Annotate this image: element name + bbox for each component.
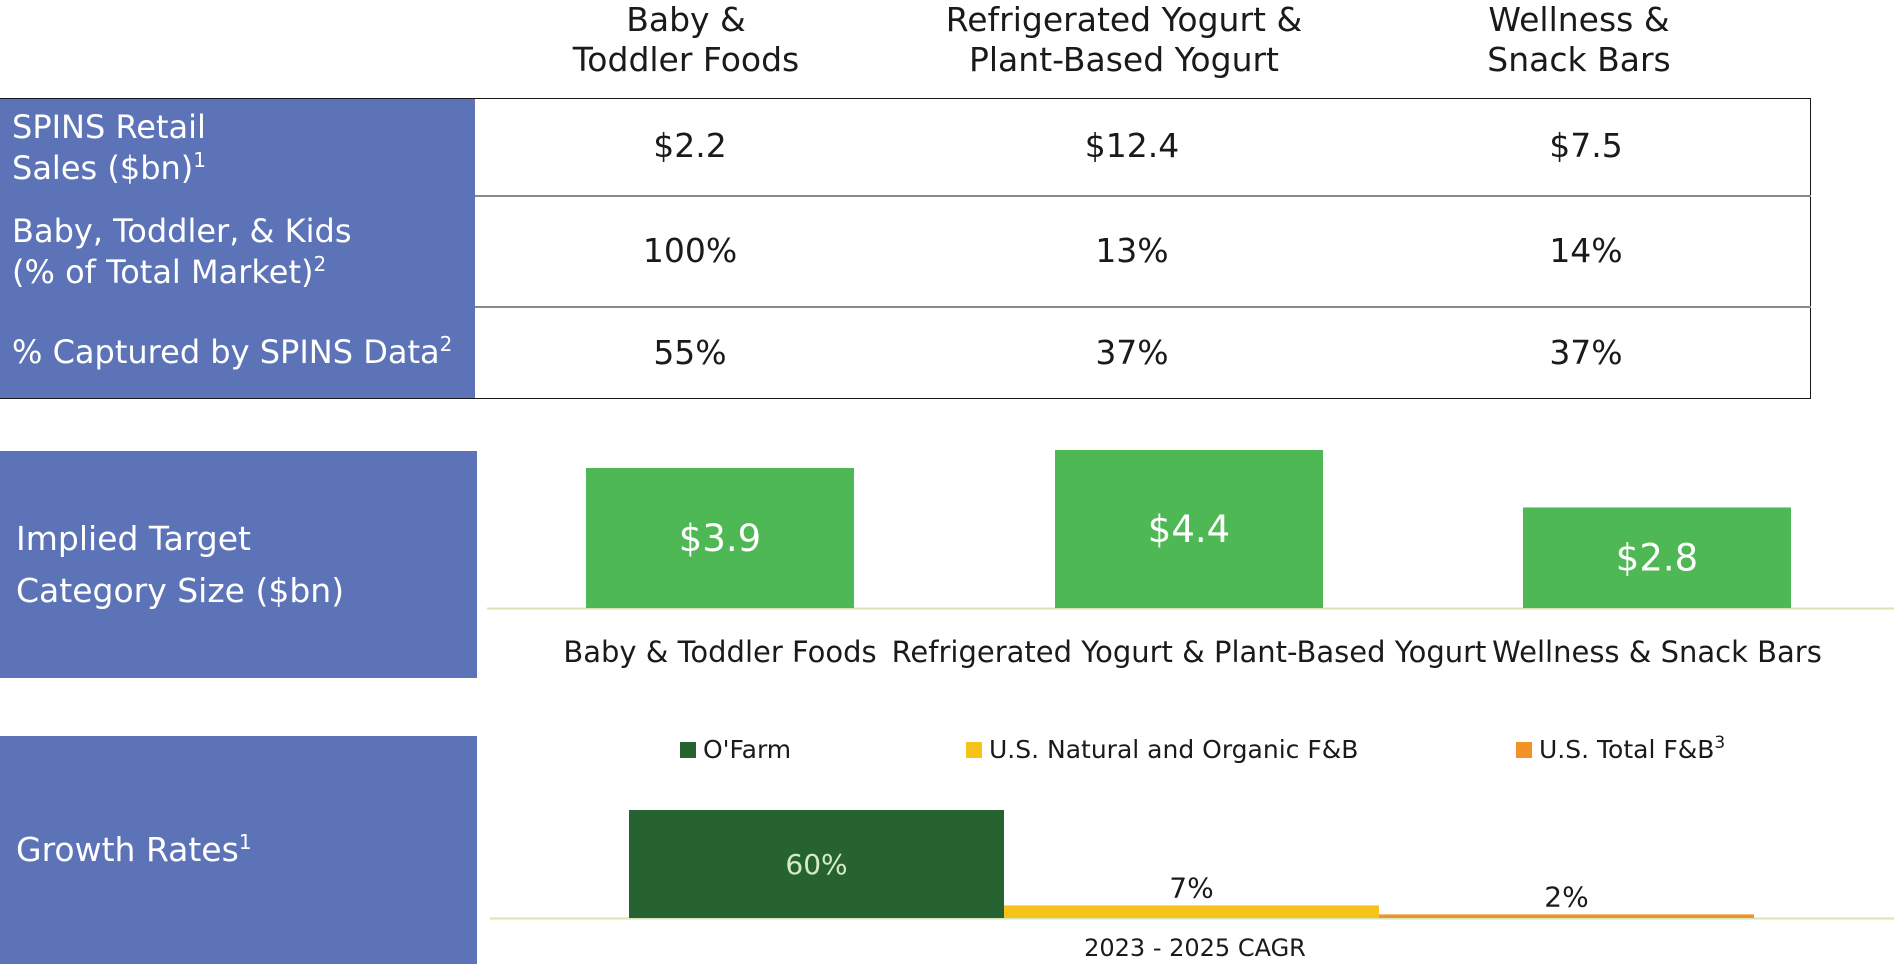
row-label-retail-sales: SPINS Retail Sales ($bn)1 — [0, 99, 475, 196]
row-label-line: Sales ($bn)1 — [12, 148, 475, 189]
row-divider — [475, 195, 1811, 197]
footnote-marker: 2 — [313, 251, 327, 276]
bar — [586, 467, 854, 608]
row-label-spins-capture: % Captured by SPINS Data2 — [0, 307, 475, 398]
bar-data-label: $2.8 — [1616, 537, 1698, 580]
column-header-yogurt: Refrigerated Yogurt & Plant-Based Yogurt — [924, 0, 1324, 80]
footnote-marker: 1 — [238, 830, 252, 854]
footnote-marker: 2 — [439, 332, 453, 356]
column-header-line: Refrigerated Yogurt & — [945, 0, 1303, 39]
legend-label: U.S. Total F&B3 — [1539, 733, 1725, 764]
table-cell: $2.2 — [653, 126, 727, 165]
bar — [1055, 450, 1323, 608]
bar — [1004, 905, 1379, 918]
category-tick-label: Refrigerated Yogurt & Plant-Based Yogurt — [892, 635, 1487, 669]
table-cell: 100% — [642, 231, 738, 270]
column-header-line: Baby & — [626, 0, 746, 39]
table-cell: 37% — [1549, 333, 1623, 372]
legend-swatch — [966, 742, 982, 758]
category-tick-label: Wellness & Snack Bars — [1492, 635, 1822, 669]
legend-swatch — [1516, 742, 1532, 758]
x-axis-label: 2023 - 2025 CAGR — [1084, 934, 1306, 962]
table-cell: $7.5 — [1549, 126, 1623, 165]
growth-rates-panel: Growth Rates1 — [0, 736, 477, 964]
bar-data-label: 2% — [1544, 880, 1588, 913]
row-label-line: Baby, Toddler, & Kids — [12, 211, 352, 250]
column-header-line: Plant-Based Yogurt — [968, 40, 1279, 79]
bar — [1523, 507, 1791, 608]
panel-label-text: Growth Rates — [16, 830, 239, 869]
legend-label: O'Farm — [703, 735, 791, 764]
bar-data-label: $4.4 — [1148, 508, 1230, 551]
row-label-line: SPINS Retail — [12, 107, 206, 146]
bar-data-label: 7% — [1169, 871, 1213, 904]
bar-data-label: $3.9 — [679, 517, 761, 560]
table-cell: 55% — [653, 333, 727, 372]
category-tick-label: Baby & Toddler Foods — [563, 635, 876, 669]
bar — [1379, 914, 1754, 918]
panel-label-line: Implied Target — [16, 518, 251, 558]
table-cell: $12.4 — [1084, 126, 1180, 165]
bar-data-label: 60% — [785, 848, 847, 881]
table-cell: 37% — [1095, 333, 1169, 372]
column-header-wellness: Wellness & Snack Bars — [1429, 0, 1729, 80]
row-label-text: Sales ($bn) — [12, 148, 194, 187]
row-label-line: % Captured by SPINS Data2 — [12, 332, 475, 373]
column-header-line: Snack Bars — [1487, 40, 1671, 79]
column-header-line: Toddler Foods — [572, 40, 800, 79]
implied-size-panel: Implied Target Category Size ($bn) — [0, 451, 477, 678]
panel-label-line: Category Size ($bn) — [16, 570, 345, 610]
table-cell: 14% — [1549, 231, 1623, 270]
row-label-text: (% of Total Market) — [12, 252, 314, 291]
row-label-kids-share: Baby, Toddler, & Kids (% of Total Market… — [0, 196, 475, 307]
row-label-text: % Captured by SPINS Data — [12, 333, 440, 371]
panel-label-line: Growth Rates1 — [16, 824, 477, 876]
footnote-marker: 3 — [1714, 733, 1725, 753]
legend-label: U.S. Natural and Organic F&B — [989, 735, 1358, 764]
bar — [629, 810, 1004, 918]
footnote-marker: 1 — [193, 147, 206, 172]
row-label-line: (% of Total Market)2 — [12, 252, 475, 293]
column-header-line: Wellness & — [1488, 0, 1670, 39]
row-divider — [475, 306, 1811, 308]
table-cell: 13% — [1095, 231, 1169, 270]
column-header-baby-toddler: Baby & Toddler Foods — [536, 0, 836, 80]
legend-swatch — [680, 742, 696, 758]
